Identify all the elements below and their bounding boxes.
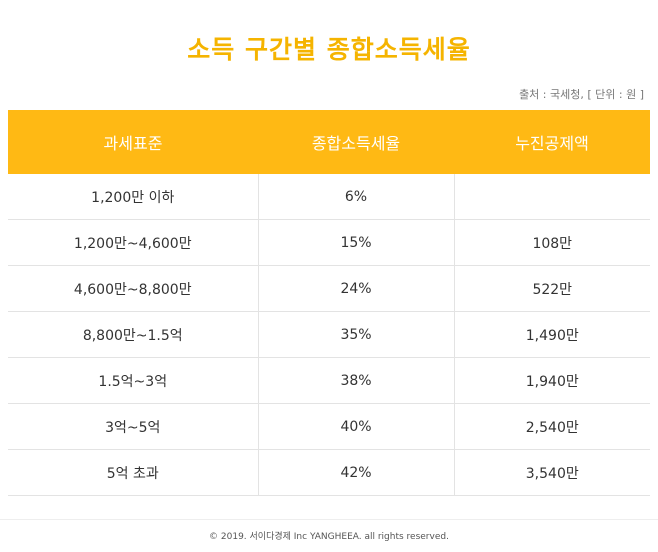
cell-deduction: 1,940만 (453, 357, 650, 404)
table-row: 3억~5억 40% 2,540만 (8, 403, 650, 450)
header-progressive-deduction: 누진공제액 (454, 110, 650, 174)
page-title: 소득 구간별 종합소득세율 (187, 35, 471, 64)
cell-tax-rate: 38% (257, 357, 454, 404)
table-body: 1,200만 이하 6% 1,200만~4,600만 15% 108만 4,60… (8, 174, 650, 496)
cell-tax-rate: 35% (257, 311, 454, 358)
table-header: 과세표준 종합소득세율 누진공제액 (8, 110, 650, 174)
cell-tax-base: 1.5억~3억 (8, 357, 258, 404)
cell-tax-rate: 40% (257, 403, 454, 450)
cell-tax-base: 4,600만~8,800만 (8, 265, 258, 312)
cell-tax-rate: 15% (257, 219, 454, 266)
cell-deduction: 522만 (453, 265, 650, 312)
footer-divider (0, 519, 658, 520)
header-row: 과세표준 종합소득세율 누진공제액 (8, 110, 650, 174)
table-row: 1.5억~3억 38% 1,940만 (8, 357, 650, 404)
table-row: 4,600만~8,800만 24% 522만 (8, 265, 650, 312)
cell-deduction: 1,490만 (453, 311, 650, 358)
cell-deduction (453, 174, 650, 220)
source-note: 출처 : 국세청, [ 단위 : 원 ] (519, 88, 644, 101)
cell-tax-base: 1,200만~4,600만 (8, 219, 258, 266)
cell-tax-rate: 24% (257, 265, 454, 312)
cell-tax-base: 1,200만 이하 (8, 174, 258, 220)
header-tax-rate: 종합소득세율 (258, 110, 454, 174)
table-row: 5억 초과 42% 3,540만 (8, 449, 650, 496)
tax-rate-table: 과세표준 종합소득세율 누진공제액 1,200만 이하 6% 1,200만~4,… (8, 110, 650, 496)
table-row: 1,200만 이하 6% (8, 174, 650, 220)
cell-deduction: 2,540만 (453, 403, 650, 450)
cell-tax-base: 3억~5억 (8, 403, 258, 450)
cell-tax-rate: 6% (257, 174, 454, 220)
cell-tax-base: 5억 초과 (8, 449, 258, 496)
table-row: 8,800만~1.5억 35% 1,490만 (8, 311, 650, 358)
copyright-footer: © 2019. 서이다경제 Inc YANGHEEA. all rights r… (209, 532, 449, 542)
cell-tax-rate: 42% (257, 449, 454, 496)
header-tax-base: 과세표준 (8, 110, 258, 174)
tax-rate-table-container: 과세표준 종합소득세율 누진공제액 1,200만 이하 6% 1,200만~4,… (8, 110, 650, 496)
cell-tax-base: 8,800만~1.5억 (8, 311, 258, 358)
cell-deduction: 3,540만 (453, 449, 650, 496)
cell-deduction: 108만 (453, 219, 650, 266)
table-row: 1,200만~4,600만 15% 108만 (8, 219, 650, 266)
